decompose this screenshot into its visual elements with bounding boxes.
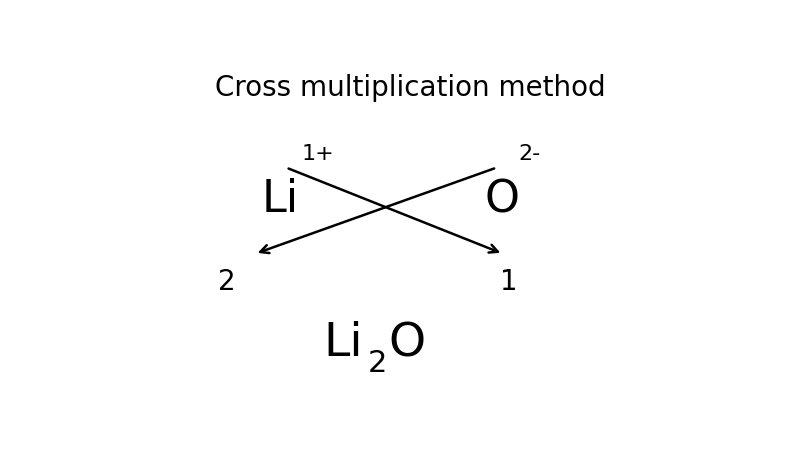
Text: O: O bbox=[388, 321, 426, 366]
Text: 2: 2 bbox=[218, 268, 235, 296]
Text: 2-: 2- bbox=[518, 144, 541, 164]
Text: O: O bbox=[485, 178, 519, 221]
Text: Li: Li bbox=[262, 178, 298, 221]
Text: 1+: 1+ bbox=[302, 144, 334, 164]
Text: Li: Li bbox=[323, 321, 362, 366]
Text: 2: 2 bbox=[368, 349, 387, 378]
Text: 1: 1 bbox=[500, 268, 518, 296]
Text: Cross multiplication method: Cross multiplication method bbox=[214, 74, 606, 102]
